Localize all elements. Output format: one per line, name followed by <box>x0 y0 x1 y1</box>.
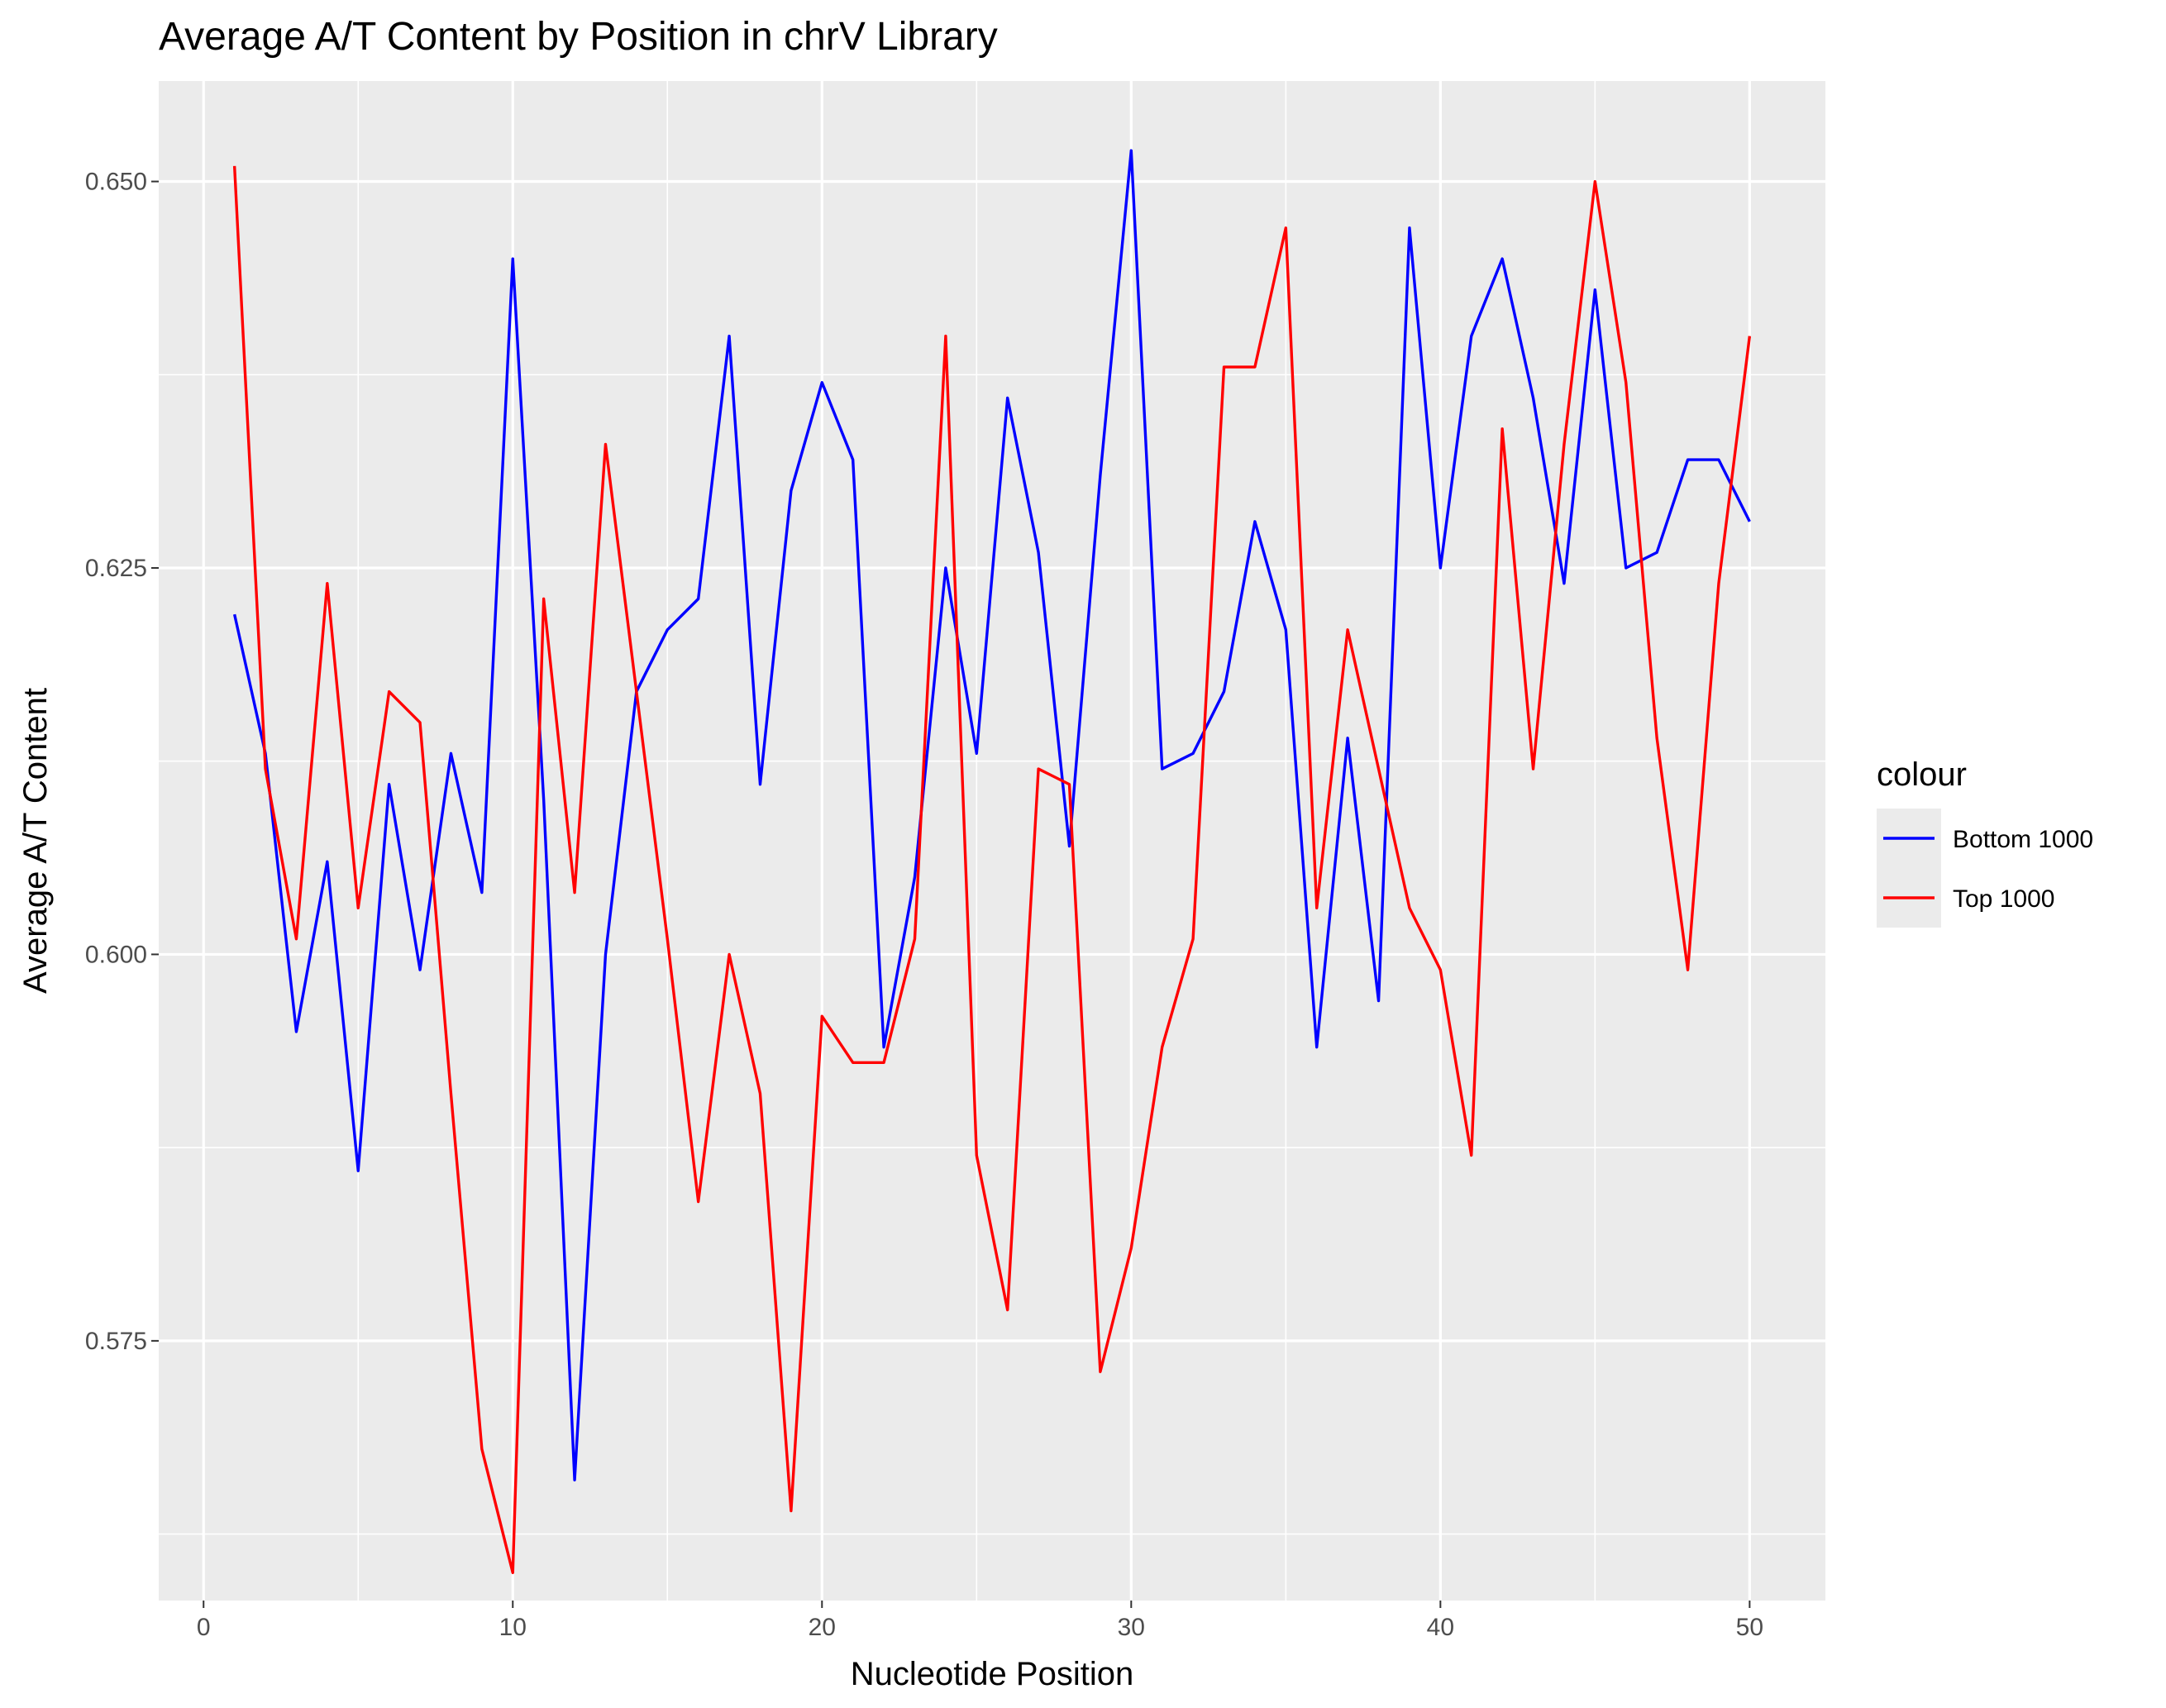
legend-label: Top 1000 <box>1953 885 2054 913</box>
legend-key-background <box>1877 809 1941 928</box>
legend-items: Bottom 1000 Top 1000 <box>1883 826 2093 913</box>
x-tick-label: 50 <box>1736 1614 1763 1641</box>
minor-gridlines <box>159 81 1825 1601</box>
series-lines <box>232 149 1752 1575</box>
x-tick-label: 10 <box>499 1614 527 1641</box>
major-gridlines <box>159 81 1825 1601</box>
legend-label: Bottom 1000 <box>1953 826 2093 853</box>
plot-panel <box>159 81 1825 1601</box>
x-tick-label: 0 <box>197 1614 211 1641</box>
x-axis-title: Nucleotide Position <box>851 1656 1133 1692</box>
y-tick-label: 0.625 <box>85 555 147 582</box>
y-axis-title: Average A/T Content <box>17 688 54 994</box>
chart-title: Average A/T Content by Position in chrV … <box>159 15 998 59</box>
legend-title: colour <box>1877 756 1967 793</box>
y-tick-label: 0.575 <box>85 1328 147 1355</box>
x-axis-ticks: 0 10 20 30 40 50 <box>197 1601 1763 1641</box>
y-tick-label: 0.650 <box>85 169 147 196</box>
x-tick-label: 30 <box>1118 1614 1145 1641</box>
x-tick-label: 40 <box>1427 1614 1454 1641</box>
y-axis-ticks: 0.575 0.600 0.625 0.650 <box>85 169 159 1355</box>
legend: colour Bottom 1000 Top 1000 <box>1877 756 2093 928</box>
series-line <box>232 165 1752 1575</box>
y-tick-label: 0.600 <box>85 941 147 968</box>
series-line <box>232 149 1751 1481</box>
x-tick-label: 20 <box>809 1614 836 1641</box>
